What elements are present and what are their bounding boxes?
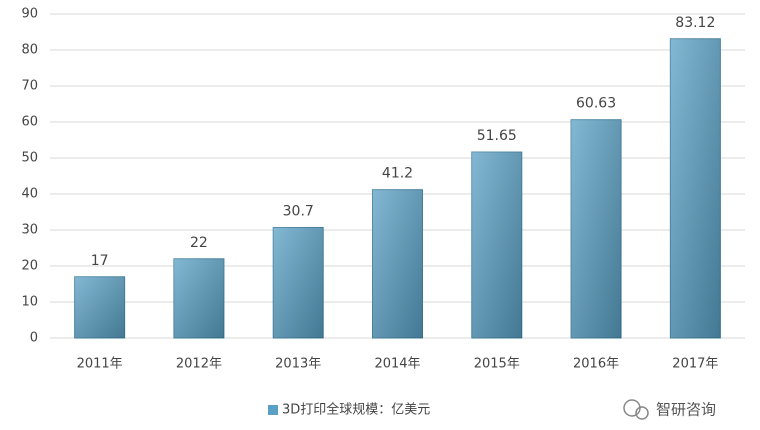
bar [669, 38, 721, 339]
bar [74, 276, 126, 339]
legend-swatch [268, 405, 278, 415]
data-label: 22 [190, 235, 208, 251]
x-tick-label: 2017年 [672, 357, 718, 372]
y-tick-label: 40 [21, 187, 38, 202]
bar [372, 189, 423, 339]
y-tick-label: 20 [21, 259, 38, 274]
y-tick-label: 0 [30, 331, 38, 346]
x-tick-label: 2016年 [573, 357, 619, 372]
legend-label: 3D打印全球规模：亿美元 [282, 402, 430, 418]
y-tick-label: 80 [21, 43, 38, 58]
watermark-text: 智研咨询 [656, 401, 716, 419]
x-tick-label: 2011年 [77, 357, 123, 372]
data-label: 60.63 [576, 96, 616, 112]
bar [471, 151, 523, 339]
y-tick-label: 60 [21, 115, 38, 130]
watermark: 智研咨询 [623, 399, 716, 420]
y-tick-label: 50 [21, 151, 38, 166]
data-label: 17 [91, 253, 109, 269]
bar [272, 226, 324, 339]
y-tick-label: 30 [21, 223, 38, 238]
x-tick-label: 2014年 [374, 357, 420, 372]
bar [173, 258, 225, 339]
data-label: 83.12 [675, 15, 715, 31]
x-tick-label: 2013年 [275, 357, 321, 372]
y-tick-label: 90 [21, 7, 38, 22]
data-label: 51.65 [477, 128, 517, 144]
y-tick-label: 10 [21, 295, 38, 310]
bar [570, 119, 622, 339]
x-tick-label: 2015年 [474, 357, 520, 372]
data-label: 41.2 [382, 166, 413, 182]
data-label: 30.7 [283, 203, 314, 219]
y-tick-label: 70 [21, 79, 38, 94]
x-tick-label: 2012年 [176, 357, 222, 372]
